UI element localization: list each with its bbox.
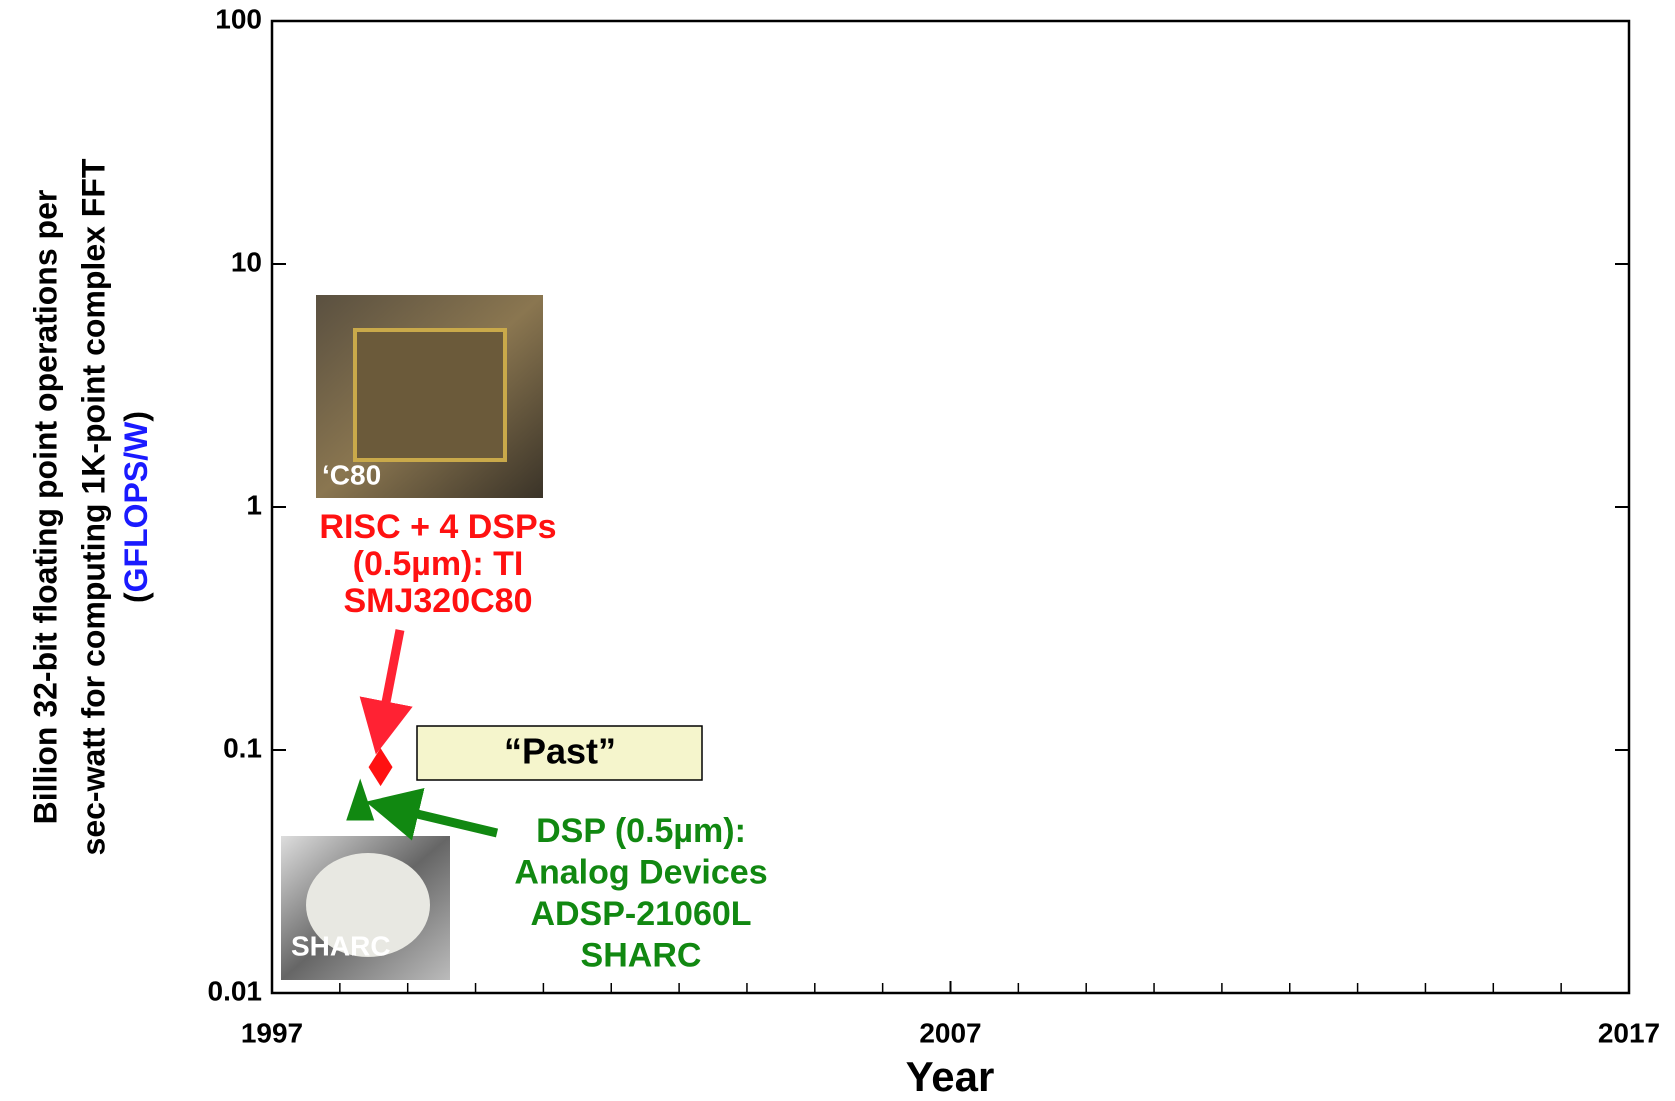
y-tick-label: 0.1 — [223, 732, 262, 763]
x-axis-label: Year — [906, 1053, 995, 1100]
arrow — [381, 630, 400, 728]
y-axis-label: Billion 32-bit floating point operations… — [27, 158, 154, 855]
point-label: SHARC — [581, 936, 702, 974]
point-label: ADSP-21060L — [530, 895, 751, 933]
y-tick-label: 100 — [215, 3, 262, 34]
image-label: ‘C80 — [322, 459, 381, 490]
point-label: Analog Devices — [514, 853, 767, 891]
chip-die — [355, 330, 505, 460]
x-tick-label: 2007 — [919, 1017, 981, 1048]
y-axis-label-line: Billion 32-bit floating point operations… — [27, 190, 63, 825]
point-label: RISC + 4 DSPs — [319, 508, 556, 546]
point-label: (0.5µm): TI — [353, 545, 524, 583]
data-point — [369, 748, 393, 786]
point-label: SMJ320C80 — [343, 582, 532, 620]
data-point — [346, 778, 374, 820]
annotation-box-text: “Past” — [504, 731, 616, 772]
y-tick-label: 0.01 — [208, 975, 263, 1006]
y-tick-label: 1 — [246, 489, 262, 520]
y-axis-label-line: sec-watt for computing 1K-point complex … — [75, 158, 111, 855]
page: Year 0.01 0.1 1 10 100 1997 2007 2017 Billion 32… — [0, 0, 1675, 1101]
y-axis-unit-part: ) — [118, 411, 154, 422]
point-label: DSP (0.5µm): — [536, 812, 746, 850]
x-tick-label: 1997 — [241, 1017, 303, 1048]
y-axis-unit-part: GFLOPS/W — [118, 421, 154, 592]
y-axis-unit: (GFLOPS/W) — [118, 411, 154, 603]
x-tick-label: 2017 — [1598, 1017, 1660, 1048]
arrow — [392, 808, 497, 833]
image-label: SHARC — [291, 930, 391, 961]
chart: Year 0.01 0.1 1 10 100 1997 2007 2017 Billion 32… — [0, 0, 1675, 1101]
y-axis-unit-part: ( — [118, 592, 154, 603]
y-tick-label: 10 — [231, 246, 262, 277]
